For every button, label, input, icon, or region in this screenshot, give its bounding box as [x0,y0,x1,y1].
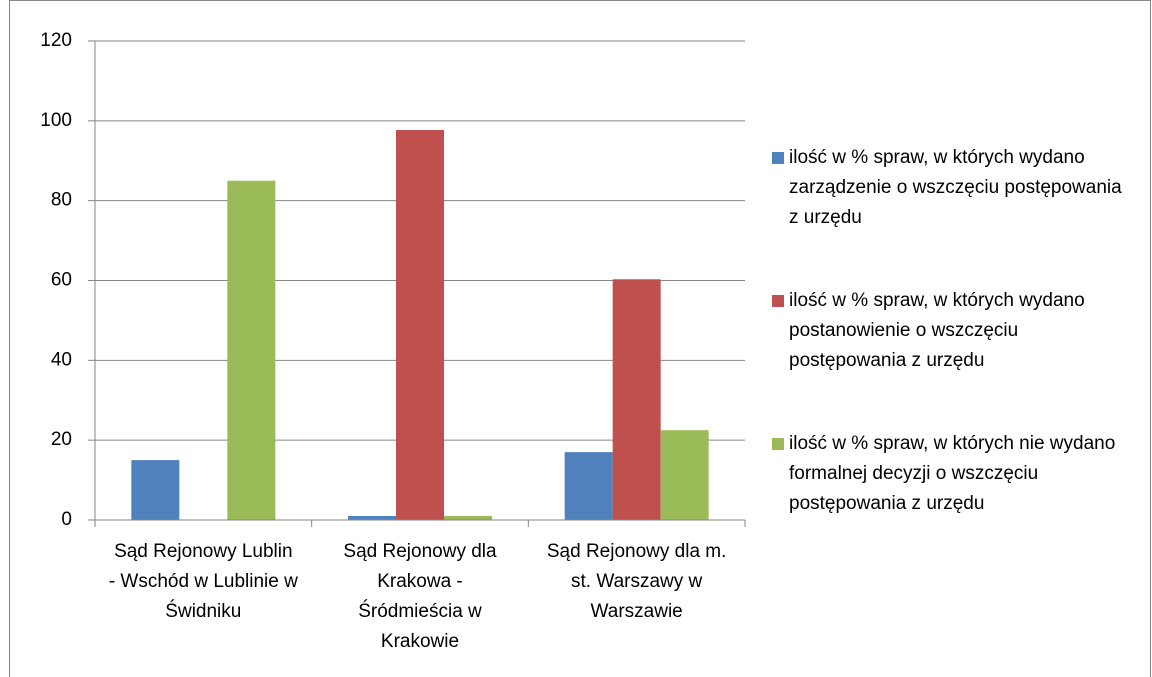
bar [660,430,709,520]
y-tick-label: 20 [51,429,72,450]
legend-swatch [772,152,784,164]
y-tick-label: 60 [51,270,72,291]
legend-label: ilość w % spraw, w których wydano zarząd… [789,147,1122,228]
legend-label: ilość w % spraw, w których wydano postan… [789,290,1085,371]
x-tick-label: Sąd Rejonowy dla Krakowa - Śródmieścia w… [343,541,497,652]
legend-item: ilość w % spraw, w których nie wydano fo… [772,429,1142,519]
bar [564,452,613,520]
y-tick-label: 40 [51,349,72,370]
bar [396,130,444,520]
x-tick-label: Sąd Rejonowy dla m. st. Warszawy w Warsz… [546,541,727,622]
bar [444,516,492,520]
bar [227,180,276,521]
legend-label: ilość w % spraw, w których nie wydano fo… [789,433,1116,514]
bar [348,516,396,520]
y-tick-label: 120 [40,30,72,51]
x-tick-label: Sąd Rejonowy Lublin - Wschód w Lublinie … [108,541,298,622]
y-tick-label: 0 [61,509,72,530]
y-tick-label: 80 [51,190,72,211]
legend-swatch [772,438,784,450]
bar [612,279,661,520]
legend-item: ilość w % spraw, w których wydano postan… [772,286,1142,376]
bar [131,460,180,520]
legend-swatch [772,295,784,307]
y-tick-label: 100 [40,110,72,131]
frame [9,0,1151,677]
legend-item: ilość w % spraw, w których wydano zarząd… [772,143,1142,233]
